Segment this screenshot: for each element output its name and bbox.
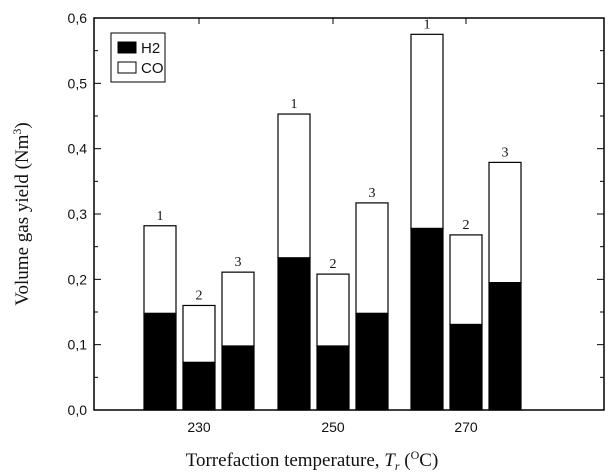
bar-h2-270-2 [449,323,483,411]
bar-h2-270-1 [410,227,444,411]
legend-label-h2: H2 [141,40,160,57]
legend-label-co: CO [141,60,164,77]
bar-co-250-3 [355,202,389,314]
bar-group-label-250-2: 2 [330,257,337,272]
x-tick-label-230: 230 [187,419,211,435]
bar-group-label-250-1: 1 [291,97,298,112]
bar-group-label-230-1: 1 [157,209,164,224]
legend: H2 CO [110,32,166,83]
plot-layer: 1 2 3 230 1 2 3 250 1 2 3 270 0,0 0,1 0,2 0,3 0,4 0,5 0,6 [68,10,605,435]
bar-group-label-230-3: 3 [235,255,242,270]
bar-group-label-250-3: 3 [369,186,376,201]
y-tick-label: 0,5 [68,75,88,91]
y-tick-label: 0,0 [68,402,88,418]
bar-h2-250-3 [355,312,389,411]
bar-h2-230-2 [182,361,216,411]
y-tick-label: 0,4 [68,141,88,157]
y-tick-label: 0,3 [68,206,88,222]
bar-co-270-2 [449,234,483,326]
x-tick-label-250: 250 [321,419,345,435]
y-tick-label: 0,2 [68,271,88,287]
bar-co-270-3 [488,161,522,284]
bar-group-label-270-3: 3 [502,145,509,160]
legend-swatch-co [117,61,137,74]
y-tick-label: 0,1 [68,337,88,353]
bar-co-230-3 [221,271,255,347]
bar-group-label-270-1: 1 [424,17,431,32]
legend-swatch-h2 [117,41,137,54]
y-axis-title: Volume gas yield (Nm3) [10,122,33,306]
bar-h2-270-3 [488,282,522,411]
bar-co-230-2 [182,304,216,363]
bar-co-250-1 [277,113,311,259]
bar-h2-250-2 [316,345,350,411]
bar-h2-230-1 [143,312,177,411]
bar-co-270-1 [410,33,444,229]
bar-group-label-270-2: 2 [463,218,470,233]
y-tick-label: 0,6 [68,10,88,26]
bar-h2-250-1 [277,257,311,411]
bar-co-230-1 [143,225,177,314]
bar-group-label-230-2: 2 [196,288,203,303]
legend-box [110,32,166,83]
x-axis-title: Torrefaction temperature, Tr (OC) [186,448,439,472]
bar-h2-230-3 [221,345,255,411]
x-tick-label-270: 270 [454,419,478,435]
bar-co-250-2 [316,273,350,347]
plot-frame [93,17,605,411]
